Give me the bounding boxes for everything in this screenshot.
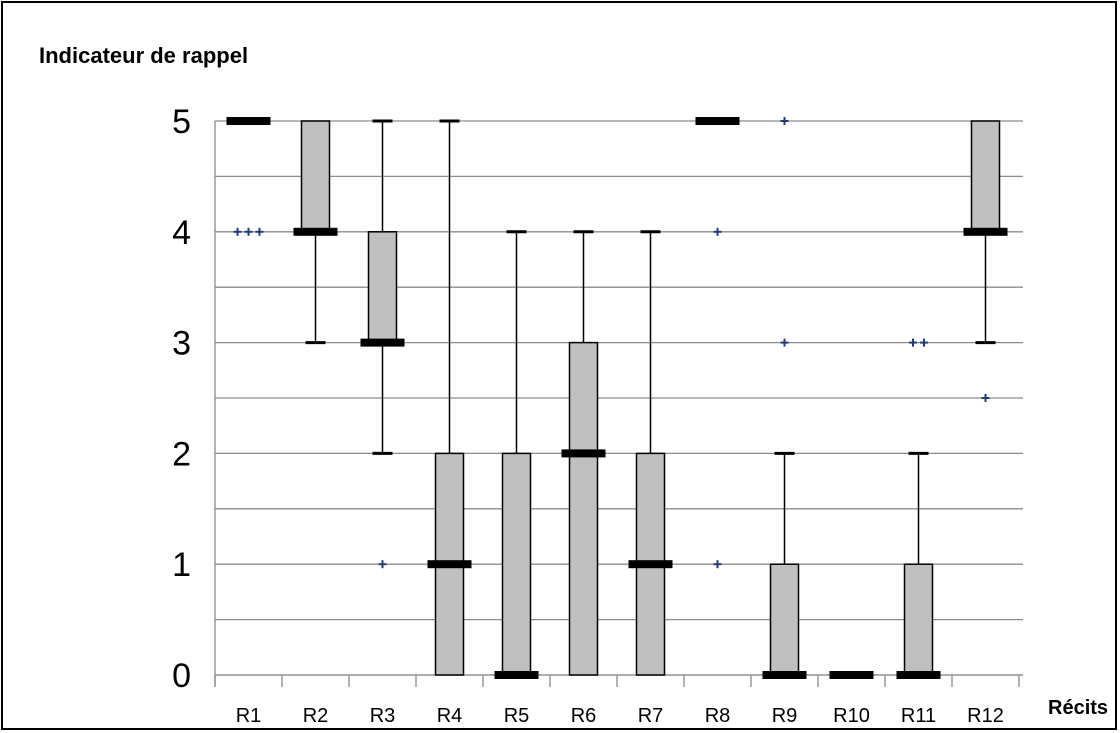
median-bar <box>293 227 338 236</box>
x-tick-label: R10 <box>833 705 870 727</box>
median-bar <box>561 449 606 458</box>
x-tick-label: R12 <box>967 705 1004 727</box>
median-bar <box>494 671 539 679</box>
y-tick-label: 1 <box>172 546 191 584</box>
x-tick-label: R7 <box>638 705 664 727</box>
outlier-point <box>255 227 264 236</box>
outlier-point <box>713 560 722 569</box>
outlier-point <box>233 227 242 236</box>
median-bar <box>427 560 472 569</box>
box <box>970 120 1001 233</box>
median-bar <box>360 338 405 347</box>
outlier-point <box>981 394 990 402</box>
x-tick-label: R1 <box>236 705 262 727</box>
box <box>501 452 532 676</box>
x-axis-label: Récits <box>1048 697 1109 719</box>
median-bar <box>226 117 271 125</box>
box-plot: 0 1 2 3 4 5 R1 R2 R3 R4 R5 R6 R7 R8 R9 R10 R11 R12 <box>172 103 1023 727</box>
outlier-point <box>780 117 789 125</box>
median-bar <box>829 671 874 679</box>
x-tick-label: R9 <box>772 705 798 727</box>
x-tick-label: R6 <box>571 705 597 727</box>
box <box>300 120 331 233</box>
y-tick-label: 4 <box>172 214 191 252</box>
outlier-point <box>780 338 789 347</box>
x-tick-label: R11 <box>901 705 936 727</box>
x-tick-label: R2 <box>303 705 329 727</box>
y-axis-label: Indicateur de rappel <box>39 43 249 68</box>
x-tick-label: R5 <box>504 705 530 727</box>
box <box>568 341 599 676</box>
median-bar <box>695 117 740 125</box>
x-tick-label: R8 <box>705 705 731 727</box>
y-tick-label: 2 <box>172 435 191 473</box>
x-tick-label: R4 <box>437 705 463 727</box>
box <box>367 231 398 344</box>
outlier-point <box>713 227 722 236</box>
box <box>903 563 934 676</box>
y-tick-label: 3 <box>172 325 191 363</box>
x-tick-label: R3 <box>370 705 396 727</box>
outlier-point <box>909 338 917 347</box>
median-bar <box>896 671 941 679</box>
box <box>769 563 800 676</box>
outlier-point <box>244 227 253 236</box>
y-tick-label: 0 <box>172 657 191 695</box>
median-bar <box>628 560 673 569</box>
y-tick-label: 5 <box>172 103 191 141</box>
median-bar <box>963 227 1008 236</box>
outlier-point <box>920 338 928 347</box>
median-bar <box>762 671 807 679</box>
outlier-point <box>378 560 387 569</box>
